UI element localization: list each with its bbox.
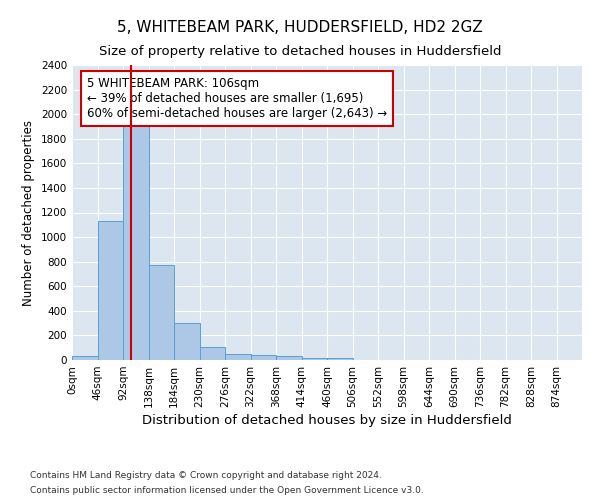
X-axis label: Distribution of detached houses by size in Huddersfield: Distribution of detached houses by size … [142, 414, 512, 427]
Bar [72, 356, 97, 360]
Bar [123, 119, 149, 360]
Text: Size of property relative to detached houses in Huddersfield: Size of property relative to detached ho… [99, 45, 501, 58]
Bar [327, 358, 353, 360]
Text: 5, WHITEBEAM PARK, HUDDERSFIELD, HD2 2GZ: 5, WHITEBEAM PARK, HUDDERSFIELD, HD2 2GZ [117, 20, 483, 35]
Text: Contains public sector information licensed under the Open Government Licence v3: Contains public sector information licen… [30, 486, 424, 495]
Text: 5 WHITEBEAM PARK: 106sqm
← 39% of detached houses are smaller (1,695)
60% of sem: 5 WHITEBEAM PARK: 106sqm ← 39% of detach… [88, 77, 388, 120]
Bar [225, 354, 251, 360]
Bar [199, 347, 225, 360]
Bar [149, 264, 174, 360]
Bar [97, 221, 123, 360]
Bar [174, 323, 199, 360]
Bar [251, 355, 276, 360]
Bar [276, 356, 302, 360]
Bar [302, 358, 327, 360]
Y-axis label: Number of detached properties: Number of detached properties [22, 120, 35, 306]
Text: Contains HM Land Registry data © Crown copyright and database right 2024.: Contains HM Land Registry data © Crown c… [30, 471, 382, 480]
